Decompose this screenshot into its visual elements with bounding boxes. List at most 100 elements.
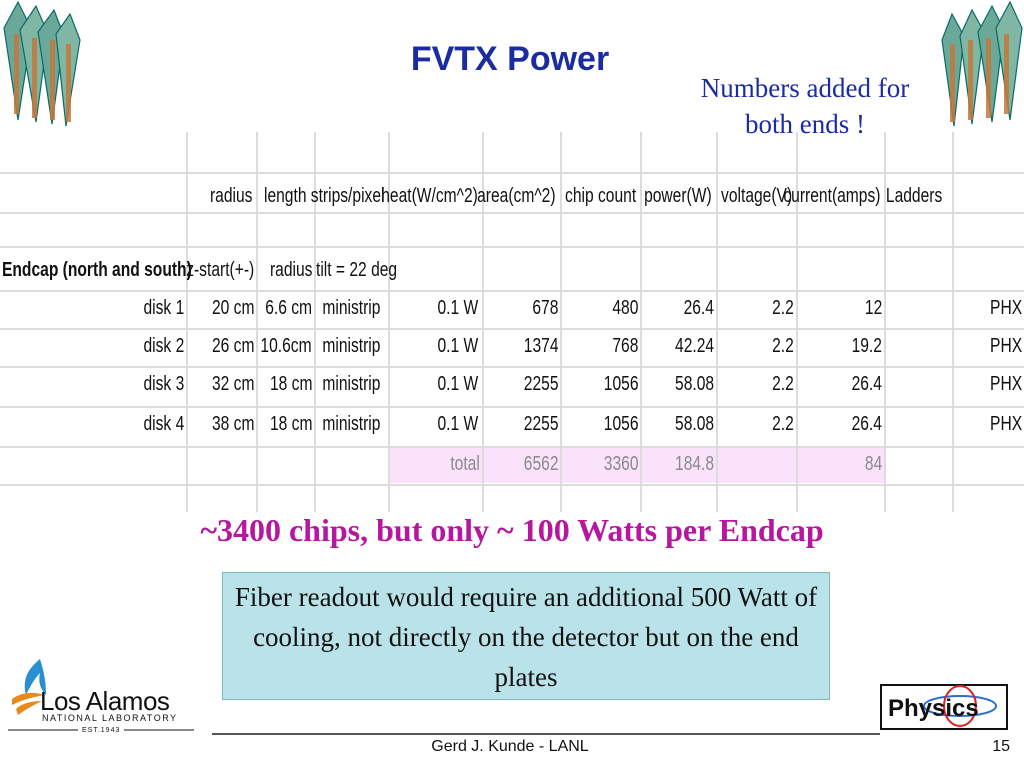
table-cell: 26.4	[683, 297, 714, 319]
header-cell: voltage(V)	[720, 185, 792, 207]
table-cell: 1056	[603, 373, 638, 395]
table-cell: 42.24	[674, 335, 714, 357]
table-cell: PHX	[989, 413, 1022, 435]
grid-line	[388, 132, 390, 512]
table-cell: 768	[611, 335, 638, 357]
header-cell: strips/pixel	[310, 185, 384, 207]
total-label: total	[450, 453, 480, 475]
total-row-highlight	[388, 446, 885, 483]
table-cell: 26.4	[851, 413, 882, 435]
table-cell: PHX	[989, 335, 1022, 357]
table-cell: 2.2	[772, 335, 794, 357]
table-cell: 678	[531, 297, 558, 319]
logo-subtitle: NATIONAL LABORATORY	[42, 713, 178, 723]
grid-line	[884, 132, 886, 512]
detector-fan-right	[941, 0, 1023, 127]
header-cell: heat(W/cm^2)	[381, 185, 478, 207]
table-cell: 58.08	[674, 413, 714, 435]
row-label: disk 2	[143, 335, 184, 357]
table-cell: 2.2	[772, 413, 794, 435]
grid-line	[314, 132, 316, 512]
section-cell: radius	[269, 259, 312, 281]
grid-line	[716, 132, 718, 512]
table-cell: 10.6cm	[260, 335, 312, 357]
slide-title: FVTX Power	[410, 40, 610, 78]
detector-fan-left	[3, 0, 81, 127]
table-cell: 32 cm	[211, 373, 254, 395]
row-label: disk 1	[143, 297, 184, 319]
grid-line	[256, 132, 258, 512]
table-cell: 0.1 W	[437, 297, 478, 319]
total-cell: 6562	[523, 453, 558, 475]
header-cell: power(W)	[644, 185, 712, 207]
grid-line	[0, 446, 1024, 448]
table-cell: 19.2	[851, 335, 882, 357]
grid-line	[482, 132, 484, 512]
table-cell: 0.1 W	[437, 413, 478, 435]
grid-line	[186, 132, 188, 512]
section-cell: z-start(+-)	[185, 259, 254, 281]
footer-divider	[212, 733, 880, 735]
table-cell: 58.08	[674, 373, 714, 395]
table-cell: ministrip	[321, 373, 380, 395]
grid-line	[0, 290, 1024, 292]
table-cell: 18 cm	[269, 413, 312, 435]
total-cell: 84	[864, 453, 882, 475]
table-cell: 2255	[523, 413, 558, 435]
section-label: Endcap (north and south)	[2, 259, 192, 281]
callout-box: Fiber readout would require an additiona…	[222, 572, 830, 700]
table-cell: 2255	[523, 373, 558, 395]
grid-line	[0, 328, 1024, 330]
physics-logo-text: Physics	[888, 695, 979, 722]
row-label: disk 4	[143, 413, 184, 435]
row-label: disk 3	[143, 373, 184, 395]
grid-line	[796, 132, 798, 512]
table-cell: 480	[611, 297, 638, 319]
grid-line	[0, 484, 1024, 486]
grid-line	[0, 246, 1024, 248]
header-cell: chip count	[564, 185, 636, 207]
table-cell: 26.4	[851, 373, 882, 395]
grid-line	[0, 172, 1024, 174]
grid-line	[560, 132, 562, 512]
table-cell: 1374	[523, 335, 558, 357]
table-cell: 6.6 cm	[265, 297, 312, 319]
section-cell: tilt = 22 deg	[316, 259, 398, 281]
total-cell: 184.8	[674, 453, 714, 475]
table-cell: 12	[864, 297, 882, 319]
table-cell: PHX	[989, 297, 1022, 319]
table-cell: 2.2	[772, 373, 794, 395]
table-cell: 0.1 W	[437, 335, 478, 357]
header-cell: area(cm^2)	[477, 185, 556, 207]
table-cell: 20 cm	[211, 297, 254, 319]
grid-line	[0, 406, 1024, 408]
physics-logo: Physics	[880, 684, 1008, 730]
summary-headline: ~3400 chips, but only ~ 100 Watts per En…	[200, 512, 824, 548]
table-cell: PHX	[989, 373, 1022, 395]
table-cell: 0.1 W	[437, 373, 478, 395]
header-cell: radius	[209, 185, 252, 207]
logo-established: EST.1943	[82, 727, 121, 734]
table-cell: 18 cm	[269, 373, 312, 395]
header-cell: current(amps)	[782, 185, 880, 207]
page-number: 15	[992, 738, 1010, 755]
top-note: Numbers added for both ends !	[700, 73, 910, 139]
grid-line	[0, 366, 1024, 368]
total-cell: 3360	[603, 453, 638, 475]
grid-line	[952, 132, 954, 512]
logo-name: Los Alamos	[40, 686, 170, 716]
grid-line	[0, 212, 1024, 214]
spreadsheet-table: radius length strips/pixel heat(W/cm^2) …	[0, 132, 1024, 512]
table-cell: ministrip	[321, 413, 380, 435]
table-cell: 38 cm	[211, 413, 254, 435]
header-cell: Ladders	[885, 185, 942, 207]
table-cell: 1056	[603, 413, 638, 435]
los-alamos-logo	[8, 659, 194, 731]
table-cell: ministrip	[321, 297, 380, 319]
footer-author: Gerd J. Kunde - LANL	[431, 738, 589, 755]
table-cell: 26 cm	[211, 335, 254, 357]
table-cell: 2.2	[772, 297, 794, 319]
header-cell: length	[263, 185, 306, 207]
grid-line	[640, 132, 642, 512]
